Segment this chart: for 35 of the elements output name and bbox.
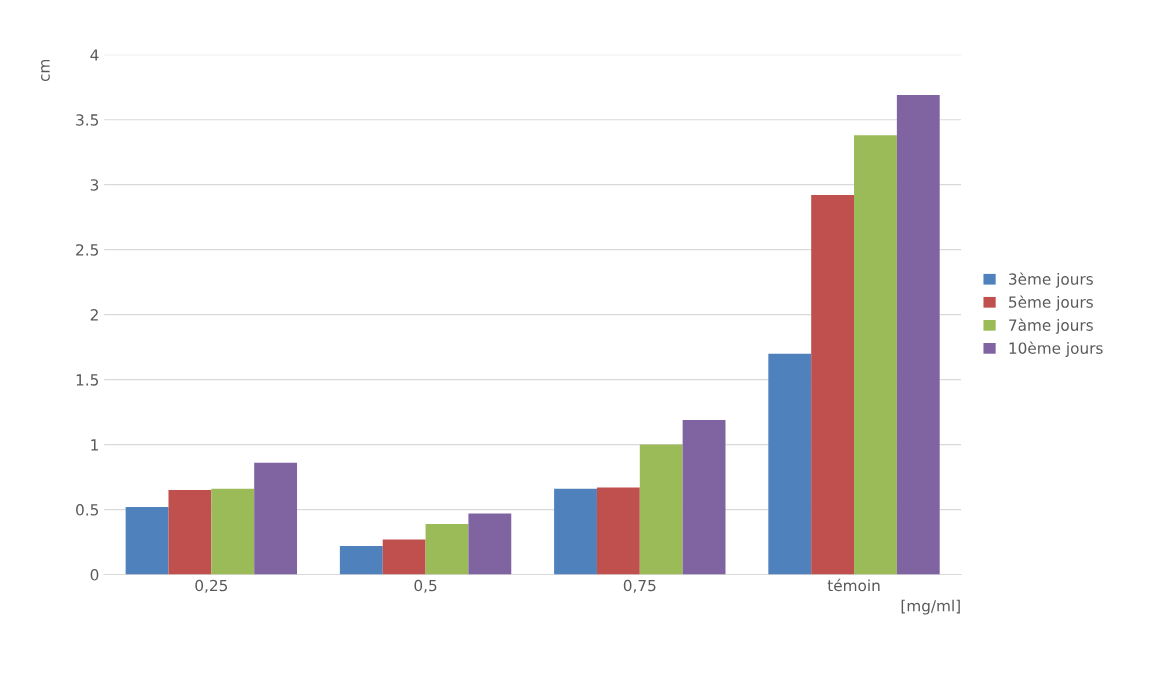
bar <box>768 353 812 575</box>
y-tick-label: 1 <box>91 439 98 451</box>
y-tick-label: 0 <box>90 569 99 581</box>
bar <box>896 95 940 575</box>
bar <box>596 487 640 575</box>
y-axis-title: cm <box>41 59 50 82</box>
bar <box>639 444 683 575</box>
bar <box>811 195 855 575</box>
x-tick-label: 0,25 <box>195 579 228 593</box>
bar <box>425 523 469 575</box>
legend-label: 7àme jours <box>1009 318 1093 334</box>
bar <box>682 419 726 575</box>
bar <box>168 490 212 575</box>
y-tick-label: 4 <box>90 49 99 61</box>
bar <box>254 462 298 575</box>
y-tick-label: 0.5 <box>76 504 99 516</box>
legend-label: 10ème jours <box>1009 341 1103 357</box>
bar <box>339 545 383 575</box>
bar <box>125 506 169 575</box>
legend-label: 3ème jours <box>1009 272 1093 288</box>
legend-label: 5ème jours <box>1009 295 1093 311</box>
y-tick-label: 3.5 <box>76 114 99 126</box>
x-tick-label: témoin <box>827 578 880 592</box>
bar <box>468 513 512 575</box>
bar <box>382 539 426 575</box>
bar <box>554 488 597 575</box>
bar <box>854 135 897 575</box>
y-tick-label: 2.5 <box>76 244 99 256</box>
bar <box>211 488 255 575</box>
y-tick-label: 2 <box>90 309 98 321</box>
y-tick-label: 1.5 <box>76 374 99 386</box>
x-tick-label: 0,5 <box>414 579 437 593</box>
y-tick-label: 3 <box>90 179 99 191</box>
x-tick-label: 0,75 <box>623 579 656 593</box>
x-axis-title: [mg/ml] <box>901 599 960 615</box>
